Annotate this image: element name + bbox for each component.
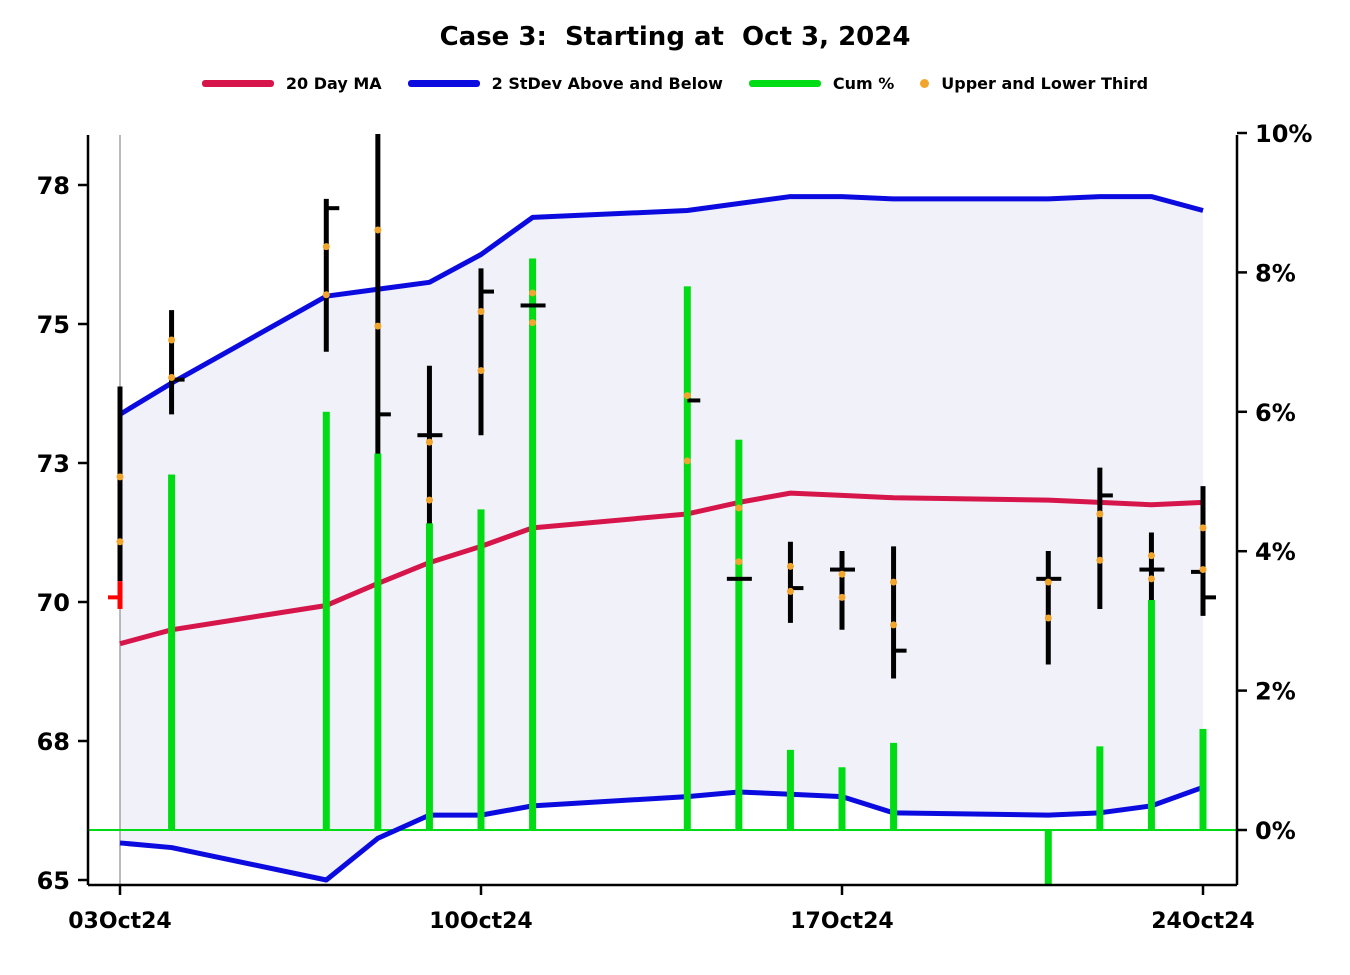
price-bar-marks xyxy=(322,206,340,299)
lower-third-dot xyxy=(168,374,176,382)
lower-third-dot xyxy=(374,322,382,330)
cum-pct-bar xyxy=(1044,830,1052,886)
price-bar-marks xyxy=(786,562,804,595)
legend-label-thirds: Upper and Lower Third xyxy=(941,74,1149,93)
upper-third-dot xyxy=(683,392,691,400)
pct-tick-label: 6% xyxy=(1255,399,1296,427)
lower-third-dot xyxy=(838,593,846,601)
lower-third-dot xyxy=(735,558,743,566)
date-tick-label: 03Oct24 xyxy=(68,909,172,934)
upper-third-dot xyxy=(838,570,846,578)
lower-third-dot xyxy=(1199,566,1207,574)
price-bar-marks xyxy=(830,567,855,601)
upper-third-dot xyxy=(1199,524,1207,532)
cum-pct-bar xyxy=(1147,599,1155,830)
pct-tick-label: 0% xyxy=(1255,817,1296,845)
price-bar-marks xyxy=(520,289,546,327)
chart-title: Case 3: Starting at Oct 3, 2024 xyxy=(439,22,911,52)
price-bar-marks xyxy=(1096,493,1113,564)
cum-pct-bar xyxy=(890,742,898,830)
lower-third-dot xyxy=(1096,556,1104,564)
legend-item-thirds: Upper and Lower Third xyxy=(920,74,1148,93)
legend-label-cum-pct: Cum % xyxy=(832,74,895,93)
cum-pct-line-swatch-icon xyxy=(748,80,821,87)
cum-pct-bar xyxy=(735,439,743,830)
price-bar-marks xyxy=(417,433,443,504)
cum-pct-bar xyxy=(683,286,691,831)
price-bar-marks xyxy=(1191,524,1216,600)
legend-item-cum-pct: Cum % xyxy=(748,74,895,93)
upper-third-dot xyxy=(735,504,743,512)
price-bar-marks xyxy=(168,336,185,382)
upper-third-dot xyxy=(374,226,382,234)
upper-third-dot xyxy=(322,243,330,251)
price-bar-marks xyxy=(1139,552,1165,583)
price-bar-marks xyxy=(683,392,701,465)
chart-legend: 20 Day MA 2 StDev Above and Below Cum % … xyxy=(0,74,1350,93)
upper-third-dot xyxy=(116,473,124,481)
lower-third-dot xyxy=(1147,575,1155,583)
pct-tick-label: 2% xyxy=(1255,678,1296,706)
cum-pct-bar xyxy=(374,453,382,830)
upper-third-dot xyxy=(425,438,433,446)
upper-third-dot xyxy=(168,336,176,344)
lower-band-line xyxy=(119,784,1204,883)
price-bar-marks xyxy=(108,473,124,600)
legend-item-ma20: 20 Day MA xyxy=(201,74,382,93)
price-bar-marks xyxy=(374,226,391,417)
cum-pct-bar xyxy=(529,258,537,831)
upper-third-dot xyxy=(890,578,898,586)
ma20-line-swatch-icon xyxy=(201,80,274,87)
date-tick-label: 24Oct24 xyxy=(1151,909,1255,934)
upper-band-line xyxy=(118,194,1204,417)
lower-third-dot xyxy=(683,457,691,465)
lower-third-dot xyxy=(116,538,124,546)
lower-third-dot xyxy=(786,587,794,595)
legend-label-ma20: 20 Day MA xyxy=(285,74,382,93)
cum-pct-bar xyxy=(322,411,330,830)
lower-third-dot xyxy=(890,621,898,629)
legend-item-stdev-band: 2 StDev Above and Below xyxy=(407,74,723,93)
cum-pct-bar xyxy=(477,509,485,830)
price-tick-label: 75 xyxy=(37,311,70,339)
cum-pct-bar xyxy=(838,767,846,830)
price-bar-marks xyxy=(726,504,752,581)
price-tick-label: 65 xyxy=(37,867,70,895)
lower-third-dot xyxy=(529,319,537,327)
upper-third-dot xyxy=(786,562,794,570)
lower-third-dot xyxy=(425,496,433,504)
cum-pct-bar xyxy=(786,749,794,830)
thirds-dot-swatch-icon xyxy=(920,79,930,88)
date-tick-label: 10Oct24 xyxy=(429,909,533,934)
stdev-band-fill xyxy=(120,196,1203,881)
cum-pct-bar xyxy=(1199,728,1207,830)
price-tick-label: 68 xyxy=(37,728,70,756)
pct-tick-label: 4% xyxy=(1255,538,1296,566)
legend-label-stdev-band: 2 StDev Above and Below xyxy=(491,74,723,93)
price-tick-label: 70 xyxy=(37,589,70,617)
upper-third-dot xyxy=(1044,578,1052,586)
cum-pct-bar xyxy=(425,523,433,830)
price-bar-marks xyxy=(477,289,494,375)
upper-third-dot xyxy=(529,289,537,297)
cum-pct-bar xyxy=(1096,746,1104,830)
upper-third-dot xyxy=(1096,510,1104,518)
price-bar-marks xyxy=(1036,576,1062,622)
upper-third-dot xyxy=(477,307,485,315)
lower-third-dot xyxy=(1044,614,1052,622)
cum-pct-bar xyxy=(168,474,176,830)
lower-third-dot xyxy=(477,367,485,375)
date-tick-label: 17Oct24 xyxy=(790,909,894,934)
upper-third-dot xyxy=(1147,552,1155,560)
pct-tick-label: 8% xyxy=(1255,259,1296,287)
stdev-line-swatch-icon xyxy=(407,80,480,87)
pct-tick-label: 10% xyxy=(1255,120,1312,148)
lower-third-dot xyxy=(322,291,330,299)
price-tick-label: 78 xyxy=(37,172,70,200)
ma20-line xyxy=(119,490,1204,647)
price-tick-label: 73 xyxy=(37,450,70,478)
price-bar-marks xyxy=(890,578,907,653)
